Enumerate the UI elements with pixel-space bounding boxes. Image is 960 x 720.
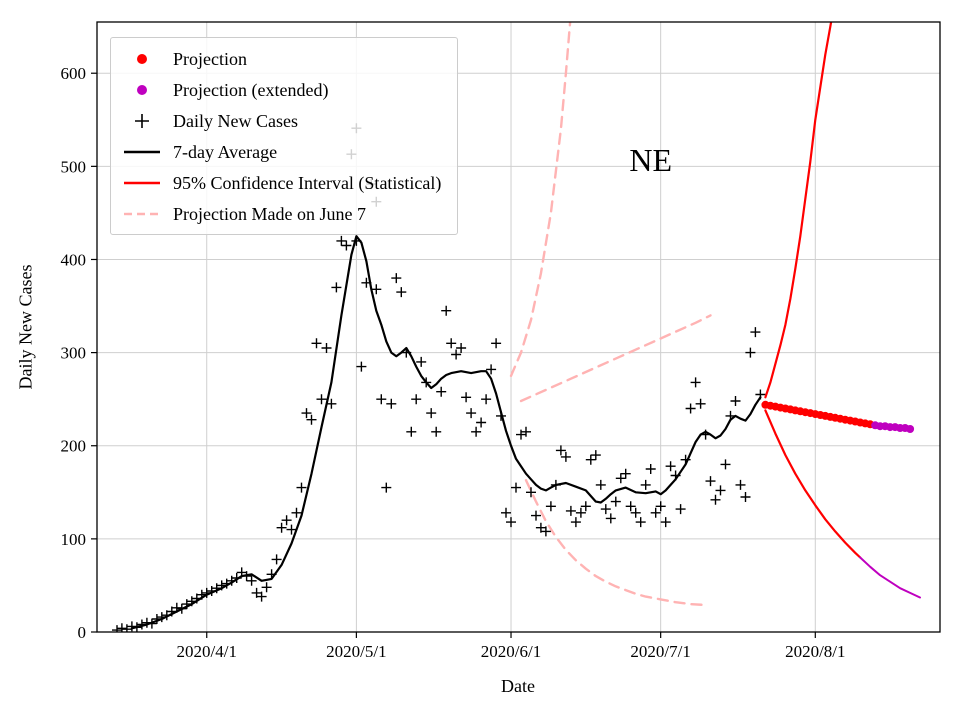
x-tick-label: 2020/4/1: [177, 642, 237, 661]
series-june7-projection-lower: [524, 479, 707, 607]
series-june7-projection-center: [519, 314, 712, 403]
legend-item-0: Projection: [121, 44, 441, 73]
legend-label: Projection Made on June 7: [173, 203, 366, 224]
series-seven-day-average: [130, 235, 762, 630]
y-tick-label: 300: [61, 344, 87, 363]
legend-marker-dashed-icon: [124, 212, 160, 215]
series-june7-projection-upper: [509, 22, 572, 378]
legend-marker-line-icon: [124, 150, 160, 153]
series-ci-lower: [764, 409, 862, 559]
series-daily-new-cases: [112, 123, 766, 632]
series-ci-lower-extended: [859, 556, 921, 599]
y-tick-label: 0: [78, 623, 87, 642]
legend-marker-dot-icon: [137, 53, 147, 64]
legend-marker-dot-icon: [137, 84, 147, 95]
legend-item-1: Projection (extended): [121, 75, 441, 104]
legend-item-3: 7-day Average: [121, 137, 441, 166]
y-tick-label: 200: [61, 437, 87, 456]
legend-item-4: 95% Confidence Interval (Statistical): [121, 168, 441, 197]
legend-marker-line-icon: [124, 181, 160, 184]
legend-marker-plus-icon: [135, 113, 149, 128]
legend-label: Projection: [173, 48, 247, 69]
y-tick-label: 500: [61, 157, 87, 176]
legend-label: Daily New Cases: [173, 110, 298, 131]
legend-item-5: Projection Made on June 7: [121, 199, 441, 228]
x-tick-label: 2020/7/1: [630, 642, 690, 661]
x-tick-label: 2020/8/1: [785, 642, 845, 661]
series-ci-upper: [764, 22, 833, 399]
y-tick-label: 100: [61, 530, 87, 549]
y-tick-label: 400: [61, 250, 87, 269]
x-tick-label: 2020/6/1: [481, 642, 541, 661]
x-tick-label: 2020/5/1: [326, 642, 386, 661]
legend-label: 95% Confidence Interval (Statistical): [173, 172, 442, 193]
legend-label: Projection (extended): [173, 79, 329, 100]
plot-border: [96, 21, 941, 633]
state-annotation: NE: [629, 142, 672, 178]
legend-label: 7-day Average: [173, 141, 278, 162]
x-axis-label: Date: [501, 676, 535, 696]
legend: Projection Projection (extended) Daily New…: [110, 37, 459, 235]
legend-item-2: Daily New Cases: [121, 106, 441, 135]
y-tick-label: 600: [61, 64, 87, 83]
series-projection-extended-dot: [906, 425, 915, 433]
y-axis-label: Daily New Cases: [15, 264, 36, 390]
